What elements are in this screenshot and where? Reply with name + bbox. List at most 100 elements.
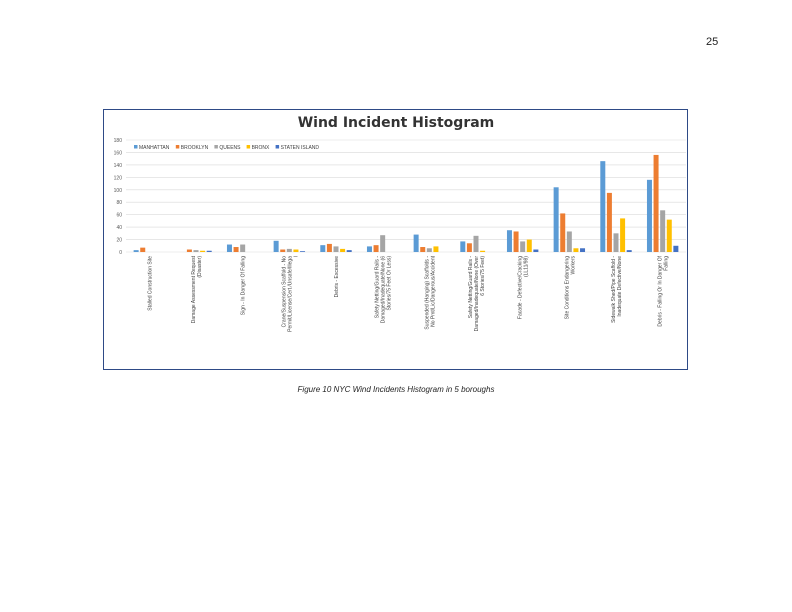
bar-queens: [426, 248, 432, 252]
bar-brooklyn: [606, 192, 612, 252]
x-tick-label-line: Inadequate Defective/None: [617, 256, 623, 317]
legend-label: BROOKLYN: [181, 145, 209, 151]
legend-item: BRONX: [246, 145, 270, 151]
bar-queens: [473, 235, 479, 252]
y-tick-label: 20: [116, 238, 122, 244]
x-tick-label: Safety Netting/Guard Rails - Damaged/Inad…: [468, 256, 486, 332]
x-tick-label-line: Damaged/Inadequate/None (Over: [474, 256, 480, 332]
x-tick-label-line: Sidewalk Shed/Pipe Scaffold -: [611, 256, 617, 323]
legend-swatch: [275, 145, 280, 149]
bar-queens: [380, 235, 386, 252]
bar-bronx: [620, 218, 626, 252]
x-tick-label-line: (Disaster): [197, 256, 203, 278]
x-tick-label: Facade - Defective/Cracking (LL11/98): [518, 256, 530, 319]
bar-bronx: [340, 248, 346, 252]
x-tick-label: Site Conditions Endangering Workers: [564, 256, 576, 320]
bar-bronx: [293, 249, 299, 252]
bar-staten-island: [533, 249, 539, 252]
bar-queens: [286, 248, 292, 252]
bar-bronx: [666, 219, 672, 252]
x-tick-label-line: Safety Netting/Guard Rails -: [375, 256, 381, 319]
chart-title: Wind Incident Histogram: [298, 115, 495, 131]
bar-brooklyn: [186, 249, 192, 252]
figure-caption: Figure 10 NYC Wind Incidents Histogram i…: [297, 385, 495, 394]
y-tick-label: 180: [114, 138, 123, 144]
x-tick-label: Safety Netting/Guard Rails - Damaged/Inad…: [375, 256, 393, 324]
bar-brooklyn: [560, 213, 566, 252]
bar-staten-island: [206, 250, 212, 252]
x-tick-label-line: Sign - In Danger Of Falling: [241, 256, 247, 315]
bar-brooklyn: [513, 231, 519, 252]
legend-label: MANHATTAN: [139, 145, 170, 151]
bar-brooklyn: [233, 247, 239, 252]
y-tick-label: 80: [116, 200, 122, 206]
legend-swatch: [214, 145, 218, 149]
x-tick-label: Sign - In Danger Of Falling: [241, 256, 247, 315]
bar-queens: [193, 250, 199, 252]
bar-bronx: [573, 248, 579, 252]
y-tick-label: 120: [114, 175, 123, 181]
bar-queens: [566, 231, 572, 252]
x-tick-label-line: Stalled Construction Site: [147, 256, 153, 311]
bar-manhattan: [553, 187, 559, 252]
x-tick-label-line: Facade - Defective/Cracking: [518, 256, 524, 319]
legend-label: QUEENS: [219, 145, 241, 151]
x-tick-label-line: Suspended (Hanging) Scaffolds -: [424, 256, 430, 330]
bar-brooklyn: [653, 154, 659, 252]
x-tick-label: Sidewalk Shed/Pipe Scaffold - Inadequate …: [611, 256, 623, 323]
page-number: 25: [706, 36, 719, 48]
bar-staten-island: [300, 251, 306, 252]
x-tick-label-line: Damaged/Inadequate/None (6: [381, 256, 387, 323]
y-tick-label: 100: [114, 188, 123, 194]
x-tick-label-line: Crane/Suspension Scaffold - No: [281, 256, 287, 328]
y-tick-label: 160: [114, 150, 123, 156]
bar-manhattan: [460, 241, 466, 252]
bar-manhattan: [366, 246, 372, 252]
legend-item: QUEENS: [214, 145, 241, 151]
wind-incident-chart: Wind Incident Histogram 0 20 40 60 80 100 120 1…: [114, 115, 686, 332]
legend-item: STATEN ISLAND: [275, 145, 320, 151]
x-tick-label: Debris - Excessive: [334, 256, 340, 298]
x-tick-label-line: l: [293, 256, 299, 257]
bar-manhattan: [273, 240, 279, 252]
x-tick-label-line: 6 Stories/75 Feet): [480, 256, 486, 296]
legend-swatch: [175, 145, 180, 149]
x-tick-label-line: Damage Assessment Request: [191, 255, 197, 323]
bar-staten-island: [673, 245, 679, 252]
y-tick-label: 0: [119, 250, 122, 256]
bar-queens: [520, 241, 526, 252]
legend-swatch: [134, 145, 138, 149]
bar-brooklyn: [326, 243, 332, 252]
x-tick-label-line: Debris - Falling Or In Danger Of: [658, 255, 664, 326]
x-tick-label-line: Workers: [570, 256, 576, 275]
x-tick-label-line: Permit/License/Cert./Unsafe/Illega: [287, 256, 293, 332]
bar-manhattan: [506, 230, 512, 252]
bar-queens: [660, 210, 666, 252]
bar-brooklyn: [280, 249, 286, 252]
x-tick-label-line: Safety Netting/Guard Rails -: [468, 256, 474, 319]
bar-brooklyn: [373, 245, 379, 252]
bar-staten-island: [626, 250, 632, 252]
x-tick-label-line: Site Conditions Endangering: [564, 256, 570, 320]
legend-swatch: [246, 145, 251, 149]
bar-manhattan: [226, 244, 232, 252]
legend-item: MANHATTAN: [134, 145, 170, 151]
bar-bronx: [526, 239, 532, 252]
bar-manhattan: [600, 161, 606, 252]
x-tick-label: Debris - Falling Or In Danger Of Falling: [658, 255, 670, 326]
bar-staten-island: [346, 250, 352, 252]
bar-manhattan: [133, 250, 139, 252]
x-tick-label-line: Debris - Excessive: [334, 256, 340, 298]
x-tick-label-line: (LL11/98): [524, 256, 530, 277]
chart-frame: Wind Incident Histogram 0 20 40 60 80 100 120 1…: [103, 109, 688, 370]
bar-manhattan: [320, 245, 326, 252]
bar-manhattan: [646, 179, 652, 252]
legend-label: BRONX: [252, 145, 270, 151]
legend-label: STATEN ISLAND: [281, 145, 320, 151]
y-tick-label: 140: [114, 163, 123, 169]
x-tick-label: Stalled Construction Site: [147, 256, 153, 311]
bar-bronx: [433, 246, 439, 252]
legend-item: BROOKLYN: [175, 145, 209, 151]
bar-brooklyn: [140, 247, 146, 252]
bar-staten-island: [580, 248, 586, 252]
